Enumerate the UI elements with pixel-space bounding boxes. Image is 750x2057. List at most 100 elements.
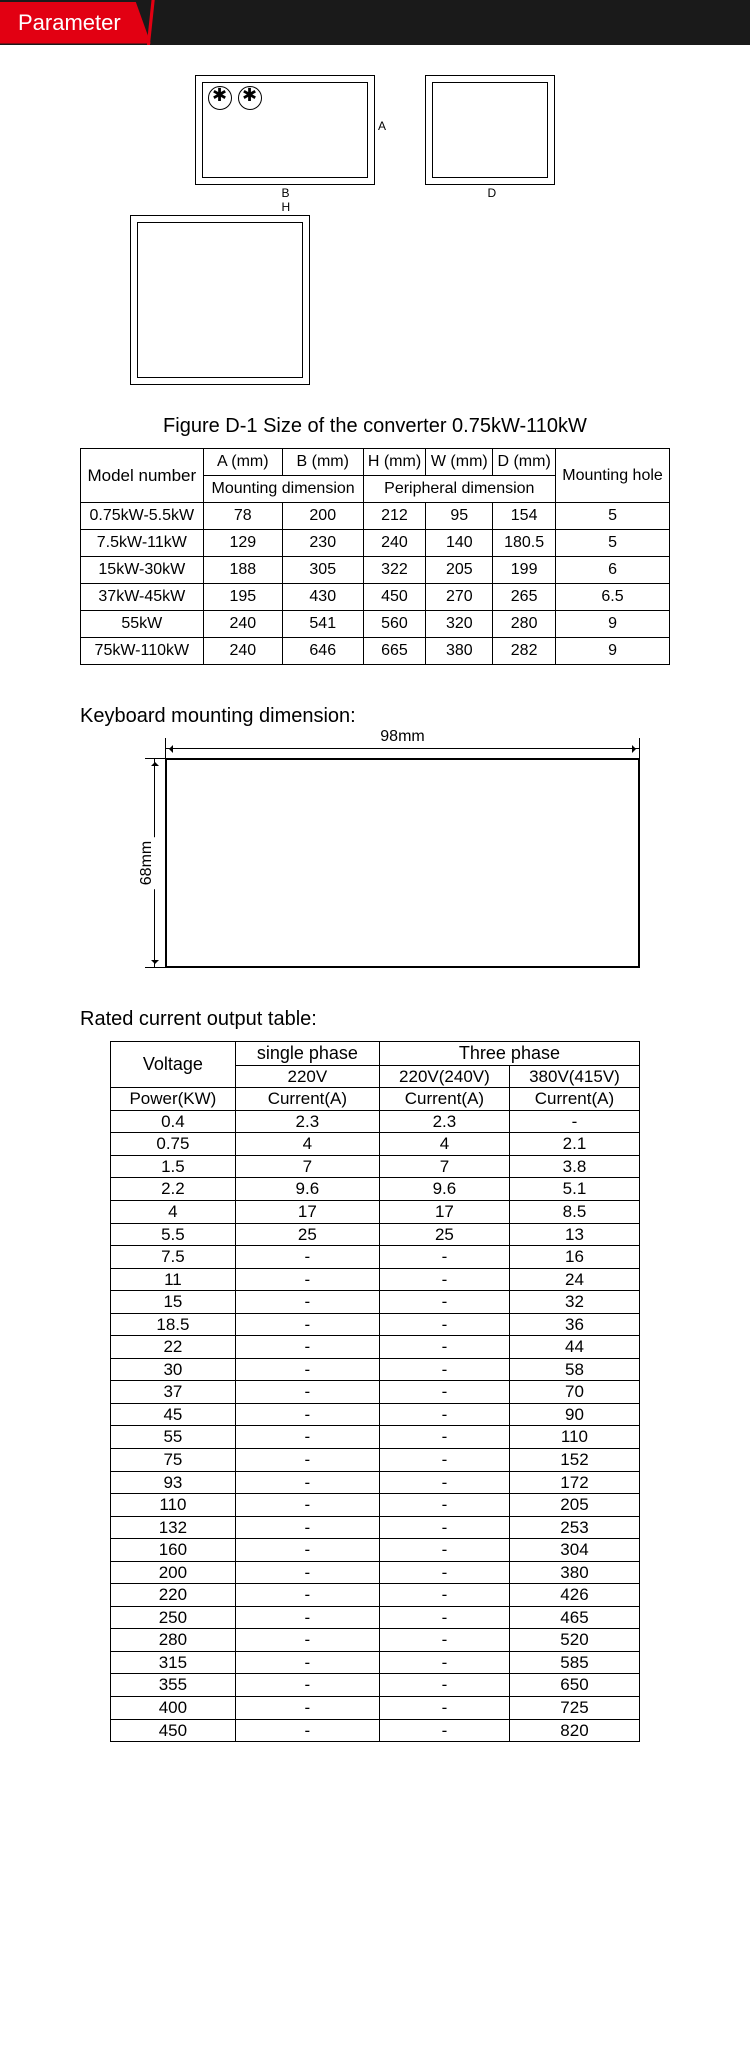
table-row: 450--820 (111, 1719, 640, 1742)
cell: 9 (556, 611, 670, 638)
cell: - (379, 1584, 509, 1607)
dim-D: D (487, 186, 496, 200)
cell: 2.2 (111, 1178, 236, 1201)
cell: - (235, 1268, 379, 1291)
table-row: 75--152 (111, 1448, 640, 1471)
cell: - (379, 1697, 509, 1720)
cell: - (235, 1494, 379, 1517)
cell: 15kW-30kW (81, 557, 204, 584)
col-W: W (mm) (426, 449, 493, 476)
cell: 37kW-45kW (81, 584, 204, 611)
col-D: D (mm) (493, 449, 556, 476)
hdr-current-3: Current(A) (509, 1088, 639, 1111)
hdr-current-2: Current(A) (379, 1088, 509, 1111)
cell: 0.75kW-5.5kW (81, 503, 204, 530)
cell: 25 (235, 1223, 379, 1246)
cell: - (379, 1403, 509, 1426)
banner-accent (147, 0, 155, 45)
cell: 250 (111, 1606, 236, 1629)
cell: 70 (509, 1381, 639, 1404)
cell: - (379, 1471, 509, 1494)
content: A B H D Figure D-1 Size of the converter… (0, 45, 750, 1772)
cell: 304 (509, 1539, 639, 1562)
cell: 110 (509, 1426, 639, 1449)
cell: - (379, 1246, 509, 1269)
cell: - (235, 1448, 379, 1471)
cell: 280 (493, 611, 556, 638)
table-row: 45--90 (111, 1403, 640, 1426)
cell: 30 (111, 1358, 236, 1381)
cell: - (235, 1606, 379, 1629)
cell: 205 (426, 557, 493, 584)
cell: 24 (509, 1268, 639, 1291)
table-row: 160--304 (111, 1539, 640, 1562)
cell: 4 (379, 1133, 509, 1156)
table-row: 15kW-30kW1883053222051996 (81, 557, 670, 584)
cell: 7.5 (111, 1246, 236, 1269)
cell: - (235, 1539, 379, 1562)
table-row: 132--253 (111, 1516, 640, 1539)
cell: 110 (111, 1494, 236, 1517)
cell: 240 (363, 530, 426, 557)
cell: 820 (509, 1719, 639, 1742)
cell: - (379, 1539, 509, 1562)
hdr-three: Three phase (379, 1042, 639, 1066)
cell: 585 (509, 1651, 639, 1674)
table-row: 75kW-110kW2406466653802829 (81, 638, 670, 665)
table-row: 11--24 (111, 1268, 640, 1291)
cell: 240 (203, 638, 282, 665)
cell: - (235, 1674, 379, 1697)
table-row: 55--110 (111, 1426, 640, 1449)
cell: - (379, 1313, 509, 1336)
col-A: A (mm) (203, 449, 282, 476)
cell: 9.6 (379, 1178, 509, 1201)
cell: - (379, 1448, 509, 1471)
cell: 305 (282, 557, 363, 584)
cell: 152 (509, 1448, 639, 1471)
cell: 205 (509, 1494, 639, 1517)
cell: - (379, 1426, 509, 1449)
drawing-front: A B H (195, 75, 375, 185)
group-mounting: Mounting dimension (203, 476, 363, 503)
cell: 6.5 (556, 584, 670, 611)
hdr-220: 220V (235, 1065, 379, 1088)
cell: 160 (111, 1539, 236, 1562)
cell: 3.8 (509, 1155, 639, 1178)
cell: - (379, 1291, 509, 1314)
cell: - (509, 1110, 639, 1133)
cell: 520 (509, 1629, 639, 1652)
drawing-side: D (425, 75, 555, 185)
table-row: 30--58 (111, 1358, 640, 1381)
cell: 430 (282, 584, 363, 611)
cell: 154 (493, 503, 556, 530)
dim-H: H (281, 200, 290, 214)
cell: - (379, 1494, 509, 1517)
table-row: 417178.5 (111, 1200, 640, 1223)
current-table-label: Rated current output table: (80, 1008, 670, 1031)
cell: 0.75 (111, 1133, 236, 1156)
cell: - (235, 1561, 379, 1584)
cell: 172 (509, 1471, 639, 1494)
cell: 132 (111, 1516, 236, 1539)
col-B: B (mm) (282, 449, 363, 476)
cell: 32 (509, 1291, 639, 1314)
cell: 450 (363, 584, 426, 611)
cell: - (235, 1381, 379, 1404)
cell: - (235, 1697, 379, 1720)
cell: - (235, 1246, 379, 1269)
cell: 140 (426, 530, 493, 557)
table-row: 93--172 (111, 1471, 640, 1494)
table-row: 18.5--36 (111, 1313, 640, 1336)
cell: 253 (509, 1516, 639, 1539)
cell: 95 (426, 503, 493, 530)
cell: 25 (379, 1223, 509, 1246)
col-H: H (mm) (363, 449, 426, 476)
cell: 200 (111, 1561, 236, 1584)
cell: 5.1 (509, 1178, 639, 1201)
cell: 4 (111, 1200, 236, 1223)
cell: - (235, 1584, 379, 1607)
cell: 44 (509, 1336, 639, 1359)
cell: 465 (509, 1606, 639, 1629)
keyboard-label: Keyboard mounting dimension: (80, 705, 670, 728)
cell: 9.6 (235, 1178, 379, 1201)
